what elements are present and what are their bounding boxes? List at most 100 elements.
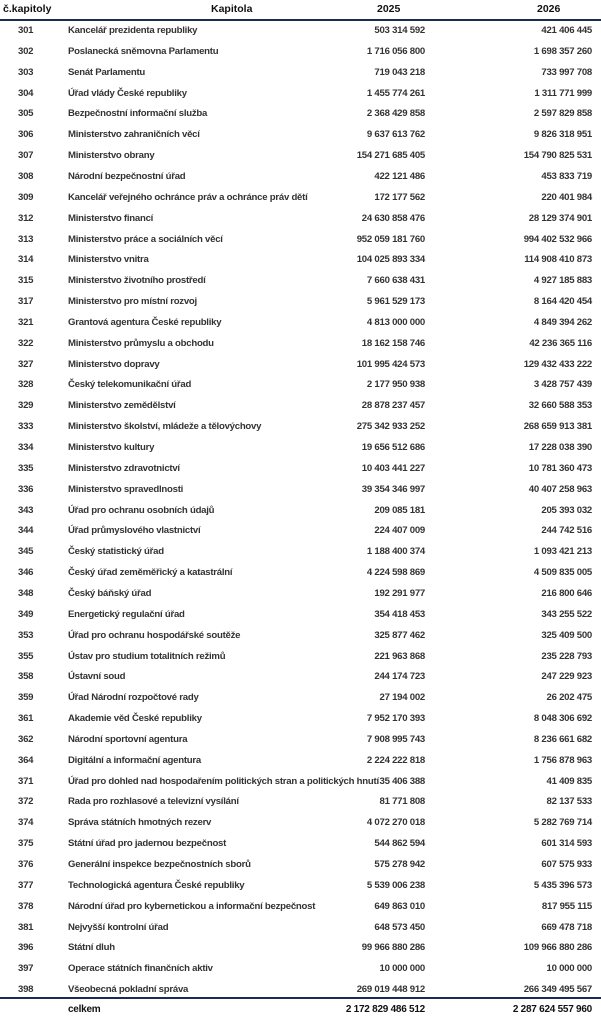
table-row: 321 Grantová agentura České republiky 4 81… — [0, 313, 601, 334]
chapter-code: 362 — [18, 733, 34, 745]
value-2025: 39 354 346 997 — [361, 483, 425, 495]
value-2026: 4 849 394 262 — [533, 316, 592, 328]
value-2025: 2 368 429 858 — [366, 108, 425, 120]
table-row: 396 Státní dluh 99 966 880 286 109 966 880 … — [0, 938, 601, 959]
value-2026: 40 407 258 963 — [528, 483, 592, 495]
table-row: 314 Ministerstvo vnitra 104 025 893 334 114… — [0, 250, 601, 271]
header-rule — [0, 19, 601, 21]
table-row: 327 Ministerstvo dopravy 101 995 424 573 12… — [0, 355, 601, 376]
chapter-code: 321 — [18, 316, 34, 328]
value-2026: 220 401 984 — [541, 191, 592, 203]
chapter-code: 317 — [18, 296, 34, 308]
table-row: 364 Digitální a informační agentura 2 224 … — [0, 751, 601, 772]
value-2025: 2 224 222 818 — [366, 754, 425, 766]
chapter-code: 301 — [18, 25, 34, 36]
chapter-name: Správa státních hmotných rezerv — [68, 817, 212, 829]
chapter-code: 343 — [18, 504, 34, 516]
table-row: 335 Ministerstvo zdravotnictví 10 403 441 … — [0, 459, 601, 480]
total-rule — [0, 997, 601, 999]
value-2025: 104 025 893 334 — [356, 254, 426, 266]
chapter-code: 336 — [18, 483, 34, 495]
chapter-name: Ministerstvo pro místní rozvoj — [68, 296, 197, 308]
value-2025: 221 963 868 — [374, 650, 425, 662]
chapter-name: Úřad pro ochranu osobních údajů — [68, 504, 215, 516]
chapter-code: 329 — [18, 400, 34, 412]
value-2025: 544 862 594 — [374, 838, 425, 850]
table-row: 398 Všeobecná pokladní správa 269 019 448 … — [0, 980, 601, 1001]
chapter-name: Kancelář prezidenta republiky — [68, 25, 198, 36]
chapter-name: Ústavní soud — [68, 671, 126, 683]
chapter-name: Ministerstvo životního prostředí — [68, 275, 206, 287]
value-2025: 27 194 002 — [379, 692, 425, 704]
value-2026: 28 129 374 901 — [528, 212, 592, 224]
value-2026: 266 349 495 567 — [523, 984, 593, 996]
chapter-name: Ministerstvo dopravy — [68, 358, 160, 370]
value-2025: 7 660 638 431 — [366, 275, 425, 287]
chapter-name: Ministerstvo financí — [68, 212, 154, 224]
chapter-code: 396 — [18, 942, 34, 954]
value-2026: 994 402 532 966 — [523, 233, 593, 245]
chapter-name: Národní úřad pro kybernetickou a informa… — [68, 900, 316, 912]
chapter-code: 381 — [18, 921, 34, 933]
value-2025: 5 961 529 173 — [366, 296, 425, 308]
table-row: 359 Úřad Národní rozpočtové rady 27 194 00… — [0, 688, 601, 709]
chapter-code: 358 — [18, 671, 34, 683]
value-2025: 7 952 170 393 — [366, 713, 425, 725]
chapter-name: Ministerstvo školství, mládeže a tělovýc… — [68, 421, 262, 433]
value-2026: 421 406 445 — [541, 25, 592, 36]
table-row: 343 Úřad pro ochranu osobních údajů 209 08… — [0, 501, 601, 522]
value-2025: 10 000 000 — [379, 963, 425, 975]
value-2026: 8 048 306 692 — [533, 713, 592, 725]
chapter-name: Úřad průmyslového vlastnictví — [68, 525, 201, 537]
header-name: Kapitola — [211, 3, 253, 15]
value-2026: 8 236 661 682 — [533, 733, 592, 745]
value-2026: 4 509 835 005 — [533, 567, 592, 579]
value-2025: 325 877 462 — [374, 629, 425, 641]
total-2026: 2 287 624 557 960 — [512, 1004, 592, 1015]
value-2026: 82 137 533 — [546, 796, 592, 808]
value-2025: 35 406 388 — [379, 775, 425, 787]
chapter-code: 335 — [18, 462, 34, 474]
chapter-code: 371 — [18, 775, 34, 787]
table-row: 313 Ministerstvo práce a sociálních věcí 9… — [0, 230, 601, 251]
chapter-name: Ministerstvo spravedlnosti — [68, 483, 184, 495]
table-row: 336 Ministerstvo spravedlnosti 39 354 346 … — [0, 480, 601, 501]
value-2025: 4 224 598 869 — [366, 567, 425, 579]
table-row: 362 Národní sportovní agentura 7 908 995 7… — [0, 730, 601, 751]
chapter-code: 344 — [18, 525, 34, 537]
value-2025: 154 271 685 405 — [356, 150, 426, 162]
chapter-code: 314 — [18, 254, 34, 266]
table-row: 377 Technologická agentura České republik… — [0, 876, 601, 897]
chapter-name: Senát Parlamentu — [68, 66, 146, 78]
value-2025: 2 177 950 938 — [366, 379, 425, 391]
value-2026: 26 202 475 — [546, 692, 592, 704]
value-2026: 247 229 923 — [541, 671, 592, 683]
chapter-code: 306 — [18, 129, 34, 141]
table-row: 348 Český báňský úřad 192 291 977 216 800 6… — [0, 584, 601, 605]
chapter-code: 375 — [18, 838, 34, 850]
chapter-code: 322 — [18, 337, 34, 349]
value-2025: 209 085 181 — [374, 504, 425, 516]
chapter-code: 398 — [18, 984, 34, 996]
chapter-code: 345 — [18, 546, 34, 558]
table-row: 308 Národní bezpečnostní úřad 422 121 486 4… — [0, 167, 601, 188]
value-2025: 10 403 441 227 — [361, 462, 425, 474]
table-row: 375 Státní úřad pro jadernou bezpečnost 54… — [0, 834, 601, 855]
table-row: 374 Správa státních hmotných rezerv 4 072 … — [0, 813, 601, 834]
value-2025: 1 188 400 374 — [366, 546, 425, 558]
total-row: celkem 2 172 829 486 512 2 287 624 557 9… — [0, 1000, 601, 1021]
chapter-name: Národní bezpečnostní úřad — [68, 170, 186, 182]
chapter-name: Ministerstvo vnitra — [68, 254, 149, 266]
table-row: 353 Úřad pro ochranu hospodářské soutěže 3… — [0, 626, 601, 647]
header-2025: 2025 — [377, 3, 401, 15]
value-2026: 10 000 000 — [546, 963, 592, 975]
chapter-name: Poslanecká sněmovna Parlamentu — [68, 45, 219, 57]
value-2026: 1 756 878 963 — [533, 754, 592, 766]
value-2025: 1 716 056 800 — [366, 45, 425, 57]
value-2026: 1 698 357 260 — [533, 45, 592, 57]
value-2025: 19 656 512 686 — [361, 442, 425, 453]
value-2026: 607 575 933 — [541, 859, 592, 870]
value-2025: 172 177 562 — [374, 191, 425, 203]
total-2025: 2 172 829 486 512 — [345, 1004, 425, 1015]
header-2026: 2026 — [537, 3, 561, 15]
